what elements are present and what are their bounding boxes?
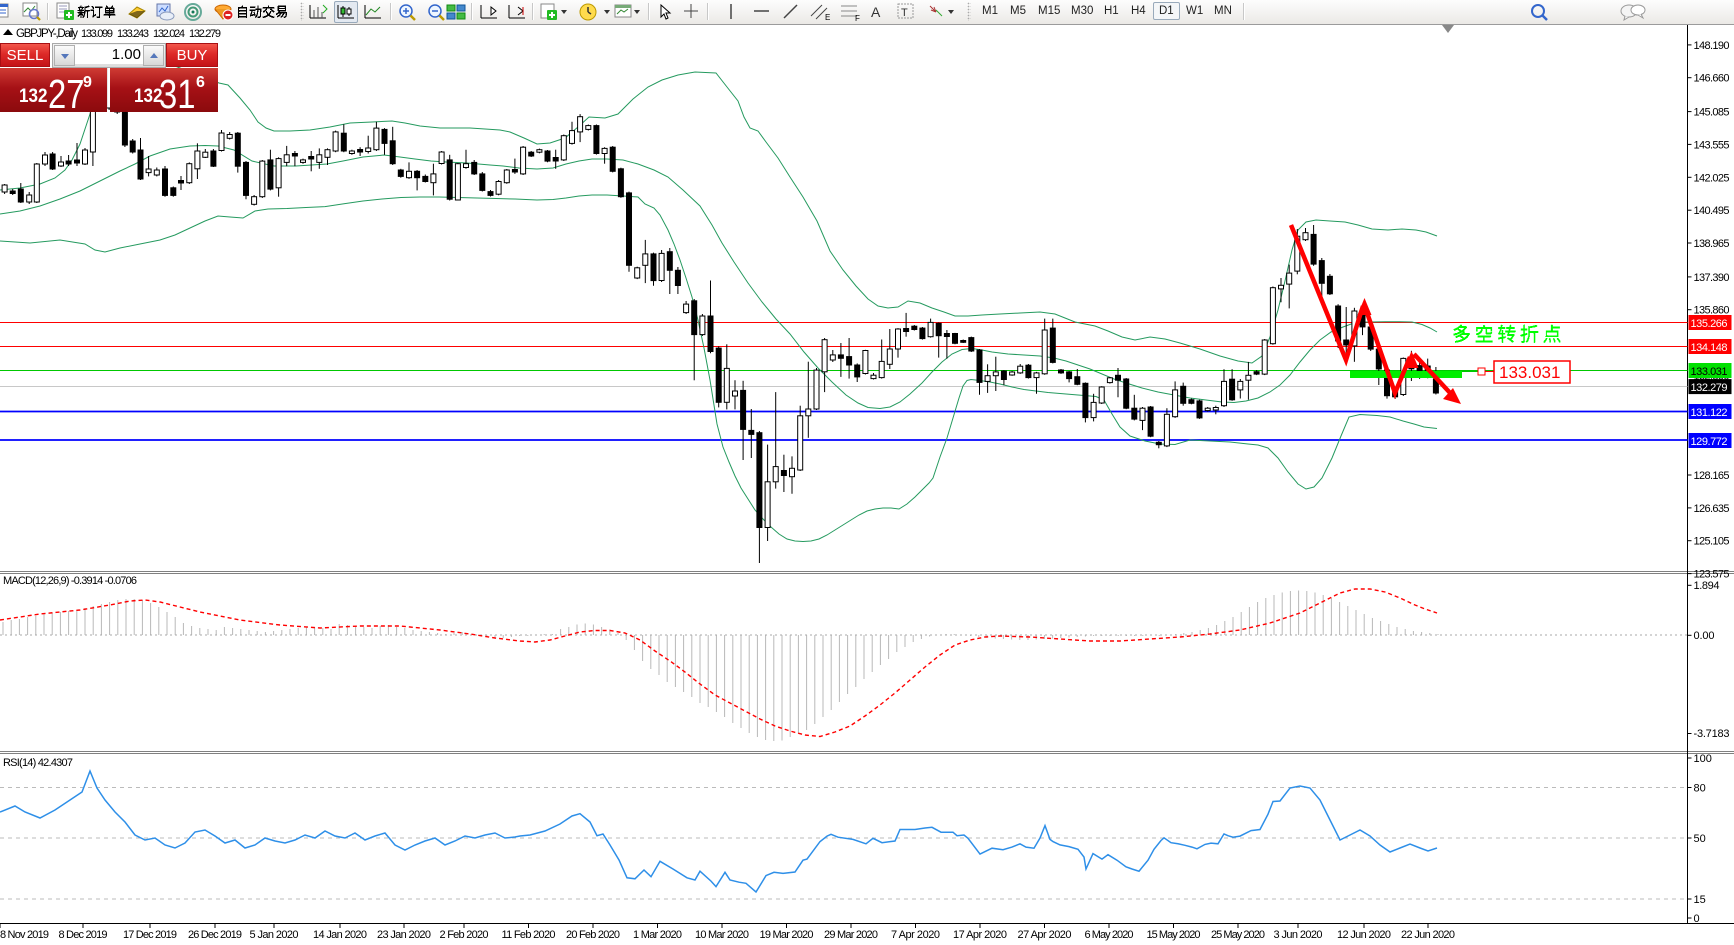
svg-text:MACD(12,26,9) -0.3914 -0.0706: MACD(12,26,9) -0.3914 -0.0706 bbox=[3, 575, 137, 587]
svg-text:20 Feb 2020: 20 Feb 2020 bbox=[566, 929, 620, 941]
svg-text:0: 0 bbox=[1694, 913, 1700, 925]
svg-text:RSI(14) 42.4307: RSI(14) 42.4307 bbox=[3, 757, 73, 769]
svg-text:2 Feb 2020: 2 Feb 2020 bbox=[440, 929, 489, 941]
svg-text:7 Apr 2020: 7 Apr 2020 bbox=[891, 929, 940, 941]
svg-text:125.105: 125.105 bbox=[1694, 536, 1730, 548]
svg-text:133.243: 133.243 bbox=[117, 28, 149, 40]
svg-text:132.279: 132.279 bbox=[1691, 382, 1728, 394]
svg-text:14 Jan 2020: 14 Jan 2020 bbox=[313, 929, 367, 941]
svg-text:29 Mar 2020: 29 Mar 2020 bbox=[824, 929, 878, 941]
svg-text:135.860: 135.860 bbox=[1694, 305, 1730, 317]
svg-text:A: A bbox=[871, 4, 881, 20]
svg-text:22 Jun 2020: 22 Jun 2020 bbox=[1401, 929, 1455, 941]
svg-text:129.772: 129.772 bbox=[1691, 436, 1728, 448]
svg-text:123.575: 123.575 bbox=[1694, 569, 1730, 581]
svg-text:137.390: 137.390 bbox=[1694, 272, 1730, 284]
svg-text:138.965: 138.965 bbox=[1694, 238, 1730, 250]
svg-text:132.024: 132.024 bbox=[153, 28, 185, 40]
svg-text:27 Apr 2020: 27 Apr 2020 bbox=[1018, 929, 1072, 941]
svg-text:145.085: 145.085 bbox=[1694, 107, 1730, 119]
svg-text:8 Dec 2019: 8 Dec 2019 bbox=[59, 929, 108, 941]
svg-text:80: 80 bbox=[1694, 783, 1706, 795]
svg-text:17 Dec 2019: 17 Dec 2019 bbox=[123, 929, 177, 941]
svg-text:8 Nov 2019: 8 Nov 2019 bbox=[0, 929, 49, 941]
svg-text:F: F bbox=[855, 14, 860, 22]
svg-text:T: T bbox=[901, 7, 908, 19]
svg-text:100: 100 bbox=[1694, 753, 1712, 765]
svg-text:135.266: 135.266 bbox=[1691, 318, 1728, 330]
svg-text:15 May 2020: 15 May 2020 bbox=[1147, 929, 1201, 941]
svg-text:126.635: 126.635 bbox=[1694, 503, 1730, 515]
svg-text:GBPJPY-,Daily: GBPJPY-,Daily bbox=[16, 28, 78, 40]
svg-text:133.031: 133.031 bbox=[1499, 363, 1560, 382]
svg-text:1 Mar 2020: 1 Mar 2020 bbox=[633, 929, 682, 941]
svg-text:143.555: 143.555 bbox=[1694, 139, 1730, 151]
svg-text:0.00: 0.00 bbox=[1694, 630, 1715, 642]
svg-text:25 May 2020: 25 May 2020 bbox=[1211, 929, 1265, 941]
svg-text:148.190: 148.190 bbox=[1694, 40, 1730, 52]
svg-text:12 Jun 2020: 12 Jun 2020 bbox=[1337, 929, 1391, 941]
svg-text:11 Feb 2020: 11 Feb 2020 bbox=[502, 929, 556, 941]
svg-text:1.894: 1.894 bbox=[1694, 580, 1720, 592]
svg-text:146.660: 146.660 bbox=[1694, 73, 1730, 85]
svg-text:142.025: 142.025 bbox=[1694, 172, 1730, 184]
svg-text:50: 50 bbox=[1694, 833, 1706, 845]
svg-text:26 Dec 2019: 26 Dec 2019 bbox=[188, 929, 242, 941]
svg-text:-3.7183: -3.7183 bbox=[1694, 728, 1730, 740]
svg-text:132.279: 132.279 bbox=[189, 28, 221, 40]
svg-text:17 Apr 2020: 17 Apr 2020 bbox=[953, 929, 1007, 941]
svg-text:15: 15 bbox=[1694, 894, 1706, 906]
svg-text:133.099: 133.099 bbox=[81, 28, 113, 40]
svg-text:23 Jan 2020: 23 Jan 2020 bbox=[377, 929, 431, 941]
svg-text:3 Jun 2020: 3 Jun 2020 bbox=[1274, 929, 1323, 941]
svg-text:133.031: 133.031 bbox=[1691, 366, 1728, 378]
svg-text:E: E bbox=[825, 13, 830, 22]
svg-text:131.122: 131.122 bbox=[1691, 407, 1728, 419]
svg-text:134.148: 134.148 bbox=[1691, 342, 1728, 354]
svg-text:19 Mar 2020: 19 Mar 2020 bbox=[760, 929, 814, 941]
svg-text:140.495: 140.495 bbox=[1694, 205, 1730, 217]
svg-text:10 Mar 2020: 10 Mar 2020 bbox=[695, 929, 749, 941]
svg-text:128.165: 128.165 bbox=[1694, 470, 1730, 482]
svg-text:6 May 2020: 6 May 2020 bbox=[1085, 929, 1134, 941]
svg-text:5 Jan 2020: 5 Jan 2020 bbox=[250, 929, 299, 941]
